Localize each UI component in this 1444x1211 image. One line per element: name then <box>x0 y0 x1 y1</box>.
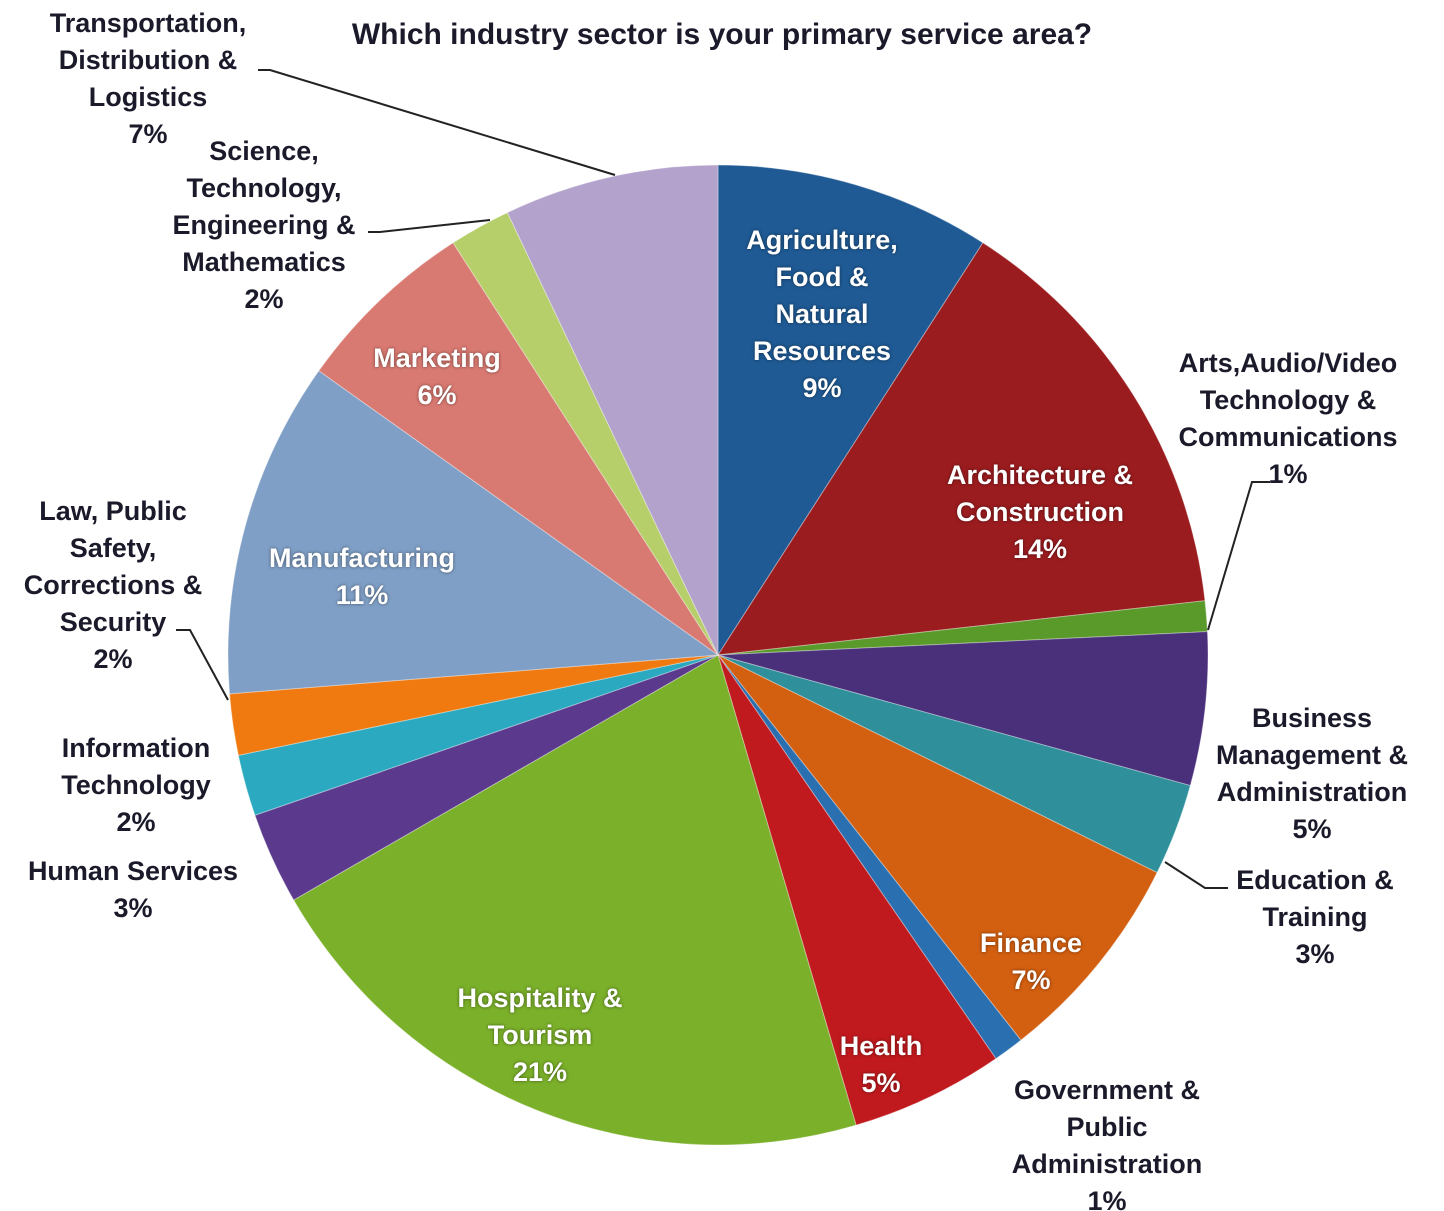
slice-label: Education & Training 3% <box>1215 862 1415 973</box>
category-label: Government & Public Administration <box>1011 1075 1203 1179</box>
category-label: Law, Public Safety, Corrections & Securi… <box>23 496 203 637</box>
slice-label: Agriculture, Food & Natural Resources 9% <box>727 222 917 407</box>
category-label: Agriculture, Food & Natural Resources <box>746 225 898 366</box>
chart-title: Which industry sector is your primary se… <box>351 18 1093 51</box>
category-label: Finance <box>979 928 1083 958</box>
pie-slice <box>717 164 984 657</box>
leader-line <box>176 629 229 701</box>
leader-line <box>368 219 491 233</box>
category-label: Manufacturing <box>269 543 455 573</box>
pie-slice <box>717 654 1191 874</box>
category-label: Health <box>839 1031 923 1061</box>
category-label: Science, Technology, Engineering & Mathe… <box>172 136 356 277</box>
value-label: 2% <box>93 644 133 674</box>
slice-label: Law, Public Safety, Corrections & Securi… <box>3 493 223 678</box>
value-label: 7% <box>128 119 168 149</box>
value-label: 2% <box>116 807 156 837</box>
slice-label: Arts,Audio/Video Technology & Communicat… <box>1153 345 1423 493</box>
value-label: 21% <box>512 1057 568 1087</box>
slice-label: Marketing 6% <box>337 340 537 414</box>
category-label: Arts,Audio/Video Technology & Communicat… <box>1178 348 1398 452</box>
pie-slice <box>254 654 719 901</box>
category-label: Education & Training <box>1236 865 1394 932</box>
slice-label: Human Services 3% <box>3 853 263 927</box>
slice-label: Finance 7% <box>951 925 1111 999</box>
category-label: Architecture & Construction <box>946 460 1134 527</box>
leader-line <box>1164 861 1228 889</box>
value-label: 3% <box>113 893 153 923</box>
category-label: Human Services <box>27 856 239 886</box>
pie-slice <box>717 654 1022 1060</box>
value-label: 9% <box>802 373 842 403</box>
value-label: 3% <box>1295 939 1335 969</box>
category-label: Hospitality & Tourism <box>457 983 623 1050</box>
pie-slice <box>717 654 997 1126</box>
value-label: 1% <box>1087 1186 1127 1211</box>
slice-label: Hospitality & Tourism 21% <box>430 980 650 1091</box>
slices <box>227 164 1209 1146</box>
category-label: Information Technology <box>61 733 211 800</box>
value-label: 11% <box>335 580 389 610</box>
pie-slice <box>717 631 1209 787</box>
category-label: Business Management & Administration <box>1215 703 1409 807</box>
value-label: 6% <box>417 380 457 410</box>
slice-label: Health 5% <box>801 1028 961 1102</box>
pie-slice <box>506 164 719 656</box>
pie-slice <box>717 242 1206 656</box>
pie-slice <box>237 654 719 816</box>
leader-lines <box>176 69 1270 889</box>
leader-line <box>1207 481 1270 631</box>
value-label: 5% <box>1292 814 1332 844</box>
pie-slice <box>229 654 719 756</box>
slice-label: Government & Public Administration 1% <box>987 1072 1227 1211</box>
slice-label: Manufacturing 11% <box>242 540 482 614</box>
pie-slice <box>292 654 857 1146</box>
value-label: 1% <box>1268 459 1308 489</box>
leader-line <box>258 69 616 176</box>
category-label: Marketing <box>373 343 501 373</box>
slice-label: Architecture & Construction 14% <box>920 457 1160 568</box>
value-label: 5% <box>861 1068 901 1098</box>
pie-slice <box>717 600 1208 656</box>
pie-slice <box>717 654 1158 1041</box>
slice-label: Information Technology 2% <box>36 730 236 841</box>
pie-slice <box>227 370 720 695</box>
slice-label: Transportation, Distribution & Logistics… <box>23 5 273 153</box>
value-label: 14% <box>1012 534 1068 564</box>
slice-label: Business Management & Administration 5% <box>1192 700 1432 848</box>
value-label: 2% <box>244 284 284 314</box>
pie-slice <box>318 242 719 656</box>
value-label: 7% <box>1011 965 1051 995</box>
pie-slice <box>452 211 719 656</box>
category-label: Transportation, Distribution & Logistics <box>49 8 247 112</box>
slice-label: Science, Technology, Engineering & Mathe… <box>149 133 379 318</box>
